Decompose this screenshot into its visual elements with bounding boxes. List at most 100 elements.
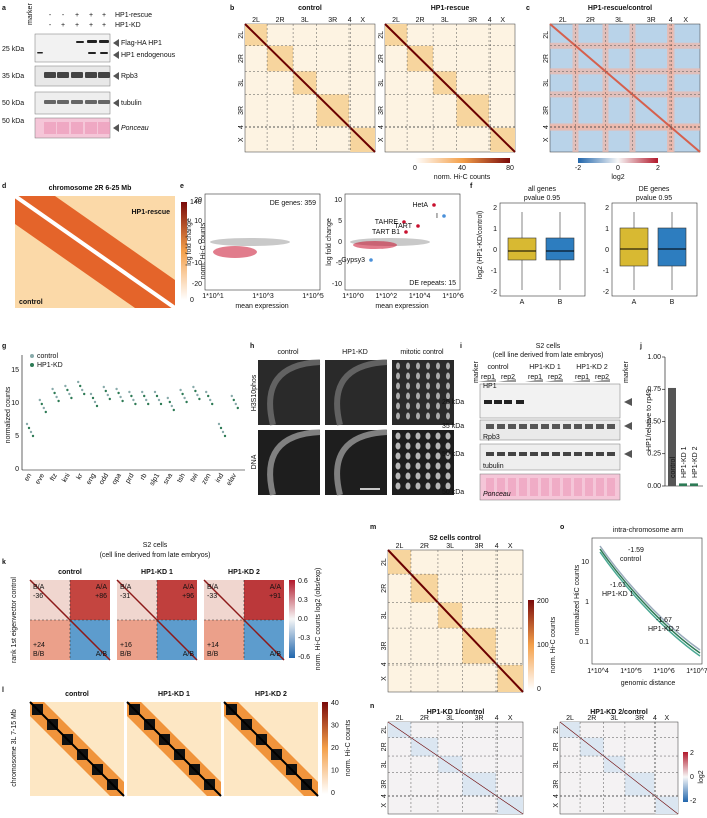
chromosome-label: 2R bbox=[543, 54, 550, 63]
nucleus bbox=[396, 412, 400, 420]
tissue bbox=[267, 429, 321, 496]
rep-label: rep1 bbox=[528, 374, 542, 381]
colorbar-tick: -2 bbox=[575, 165, 581, 172]
x-tick-label: odd bbox=[98, 472, 110, 486]
panel-letter: k bbox=[2, 559, 6, 566]
band bbox=[484, 400, 492, 404]
point-cloud bbox=[209, 398, 212, 402]
chromosome-label: 2L bbox=[553, 726, 560, 734]
group-label: B bbox=[670, 299, 675, 306]
dilution-wedge bbox=[478, 379, 496, 382]
chromosome-label: X bbox=[500, 17, 505, 24]
x-tick-label: sna bbox=[162, 472, 174, 485]
colorbar-tick: 30 bbox=[331, 722, 339, 729]
colorbar-tick: 2 bbox=[690, 750, 694, 757]
band bbox=[497, 452, 505, 456]
nucleus bbox=[415, 472, 421, 480]
band bbox=[71, 122, 83, 134]
axis-label: log fold change bbox=[326, 218, 333, 266]
heatmap-quadrant bbox=[117, 620, 157, 660]
nucleus bbox=[426, 362, 430, 370]
chromosome-label: 3R bbox=[543, 106, 550, 115]
point-cloud bbox=[91, 396, 95, 400]
band-label: Flag-HA HP1 bbox=[121, 40, 162, 47]
band bbox=[607, 478, 615, 496]
chromosome-label: X bbox=[381, 803, 388, 808]
condition-sign: - bbox=[49, 12, 52, 19]
nucleus bbox=[415, 452, 421, 460]
quadrant-label: B/B bbox=[33, 651, 45, 658]
nucleus bbox=[416, 402, 420, 410]
arrow bbox=[113, 51, 119, 59]
point-cloud bbox=[236, 406, 239, 410]
chromosome-label: 3R bbox=[475, 715, 484, 722]
chromosome-label: 3L bbox=[441, 17, 449, 24]
band bbox=[486, 452, 494, 456]
column-title: HP1-KD bbox=[342, 349, 368, 356]
blot bbox=[479, 443, 621, 471]
mw-label: 50 kDa bbox=[442, 451, 464, 458]
blot bbox=[34, 33, 111, 63]
band bbox=[563, 452, 571, 456]
plot-frame bbox=[611, 202, 698, 297]
nucleus bbox=[425, 472, 431, 480]
group-label: A bbox=[632, 299, 637, 306]
rep-label: rep1 bbox=[481, 374, 495, 381]
slope-value: -1.59 bbox=[628, 547, 644, 554]
y-tick-label: 1.00 bbox=[647, 354, 661, 361]
x-tick-label: eve bbox=[34, 472, 46, 485]
decay-curve bbox=[599, 548, 701, 654]
colorbar-tick: 80 bbox=[506, 165, 514, 172]
group-label: control bbox=[487, 364, 508, 371]
chromosome-label: 4 bbox=[381, 662, 388, 666]
chromosome-label: 3R bbox=[553, 780, 560, 789]
x-tick-label: elav bbox=[226, 472, 239, 487]
map-title: HP1-KD 1/control bbox=[427, 709, 485, 716]
point-cloud bbox=[77, 380, 80, 384]
chromosome-label: 3L bbox=[238, 79, 245, 87]
x-tick-label: kni bbox=[61, 472, 72, 484]
point-cloud bbox=[81, 388, 84, 392]
colorbar-tick: 0.0 bbox=[298, 616, 308, 623]
point-cloud bbox=[192, 385, 195, 389]
group-label: A bbox=[520, 299, 525, 306]
band bbox=[596, 478, 604, 496]
nucleus bbox=[415, 432, 421, 440]
arrow bbox=[113, 72, 119, 80]
heatmap-quadrant bbox=[70, 580, 110, 620]
nucleus bbox=[445, 462, 451, 470]
band bbox=[57, 122, 69, 134]
colorbar bbox=[578, 158, 658, 163]
point-cloud bbox=[230, 394, 233, 398]
point-label: TART bbox=[394, 223, 412, 230]
y-tick-label: 0.50 bbox=[647, 418, 661, 425]
quadrant-label: A/A bbox=[183, 584, 195, 591]
nucleus bbox=[446, 412, 450, 420]
chromosome-label: 3R bbox=[328, 17, 337, 24]
legend-label: control bbox=[37, 353, 58, 360]
chromosome-label: 2R bbox=[587, 715, 596, 722]
quadrant-label: A/A bbox=[270, 584, 282, 591]
point-cloud bbox=[143, 394, 146, 398]
quadrant-label: B/B bbox=[120, 651, 132, 658]
point-cloud bbox=[181, 392, 184, 396]
nucleus bbox=[426, 412, 430, 420]
heatmap-diagonal bbox=[384, 23, 516, 153]
band bbox=[541, 452, 549, 456]
x-tick-label: rb bbox=[139, 472, 148, 481]
nucleus bbox=[405, 462, 411, 470]
box bbox=[619, 227, 649, 267]
colorbar-label: norm. Hi-C counts bbox=[345, 719, 352, 776]
band bbox=[71, 100, 83, 104]
nucleus bbox=[425, 452, 431, 460]
map-title: control bbox=[298, 5, 322, 12]
condition-sign: + bbox=[89, 22, 93, 29]
group-label: B bbox=[558, 299, 563, 306]
nucleus bbox=[395, 482, 401, 490]
chromosome-label: 3R bbox=[475, 543, 484, 550]
arrow bbox=[624, 398, 632, 406]
colorbar bbox=[528, 600, 534, 690]
point-cloud bbox=[170, 404, 173, 408]
chromosome-label: 3R bbox=[635, 715, 644, 722]
